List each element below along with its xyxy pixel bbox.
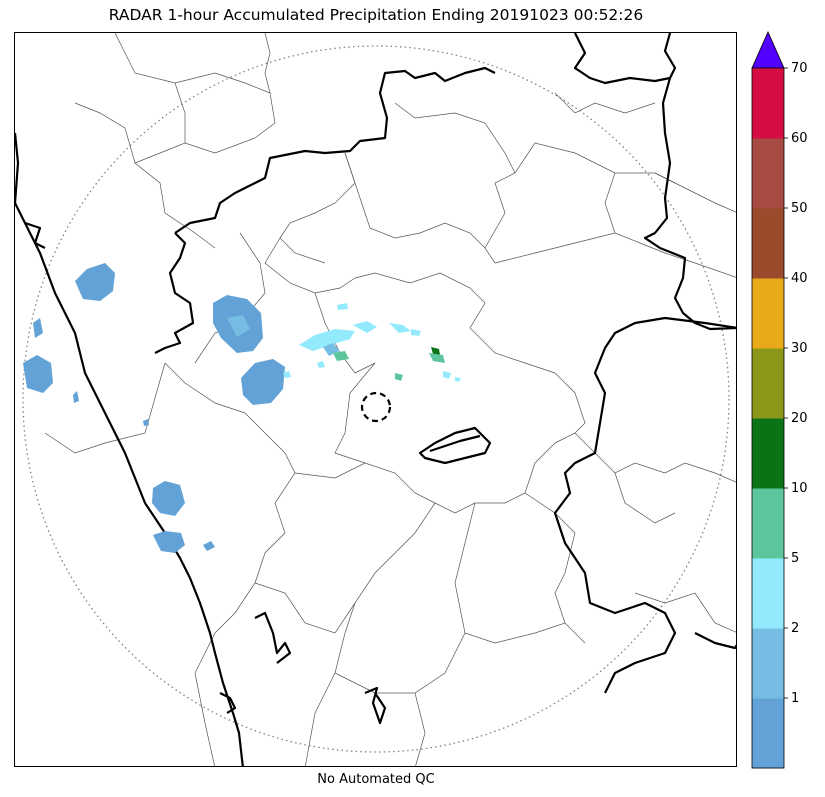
echo-cell [283,371,291,378]
colorbar-segment [752,348,784,419]
tick-label-1: 1 [791,691,799,706]
precipitation-echoes [23,263,461,553]
tick-label-70: 70 [791,61,808,76]
colorbar-segment [752,698,784,769]
tick-label-10: 10 [791,481,808,496]
echo-cell [443,371,451,379]
echo-cell [429,353,445,363]
echo-cell [317,361,325,368]
tick-label-60: 60 [791,131,808,146]
echo-cell [353,321,377,333]
colorbar-segments [752,68,784,769]
colorbar-segment [752,418,784,489]
echo-cell [33,318,43,338]
echo-cell [455,377,461,382]
echo-cell [337,303,348,310]
radar-range-ring [22,45,730,753]
tick-label-5: 5 [791,551,799,566]
echo-cell [299,329,355,351]
state-boundaries [15,33,736,766]
tick-label-20: 20 [791,411,808,426]
echo-cell [152,481,185,516]
echo-cell [143,419,149,426]
tick-label-40: 40 [791,271,808,286]
echo-cell [395,373,403,381]
colorbar-tick-labels: 1 2 5 10 20 30 40 50 60 70 [791,61,808,706]
echo-cell [227,315,250,337]
echo-cell [431,347,440,355]
echo-cell [389,323,411,333]
echo-cell [73,391,79,403]
echo-cell [411,329,421,336]
echo-cell [23,355,53,393]
colorbar-segment [752,488,784,559]
echo-cell [153,531,185,553]
figure-title: RADAR 1-hour Accumulated Precipitation E… [108,6,644,24]
echo-cell [333,351,349,361]
colorbar-ticks [784,67,788,699]
qc-status-label: No Automated QC [317,772,435,787]
colorbar-segment [752,628,784,699]
echo-cell [75,263,115,301]
tick-label-50: 50 [791,201,808,216]
colorbar-graphic: 1 2 5 10 20 30 40 50 60 70 [751,31,808,769]
colorbar-segment [752,278,784,349]
district-boundaries [44,33,736,766]
colorbar-segment [752,138,784,209]
tick-label-2: 2 [791,621,799,636]
echo-cell [241,359,285,405]
colorbar-segment [752,68,784,139]
tick-label-30: 30 [791,341,808,356]
radar-site-marker [360,391,392,423]
colorbar-segment [752,558,784,629]
colorbar: 1 2 5 10 20 30 40 50 60 70 [748,28,825,770]
colorbar-segment [752,208,784,279]
map-panel [14,32,737,767]
echo-cell [203,541,215,551]
colorbar-extend-triangle [751,31,785,69]
radar-map [15,33,736,766]
